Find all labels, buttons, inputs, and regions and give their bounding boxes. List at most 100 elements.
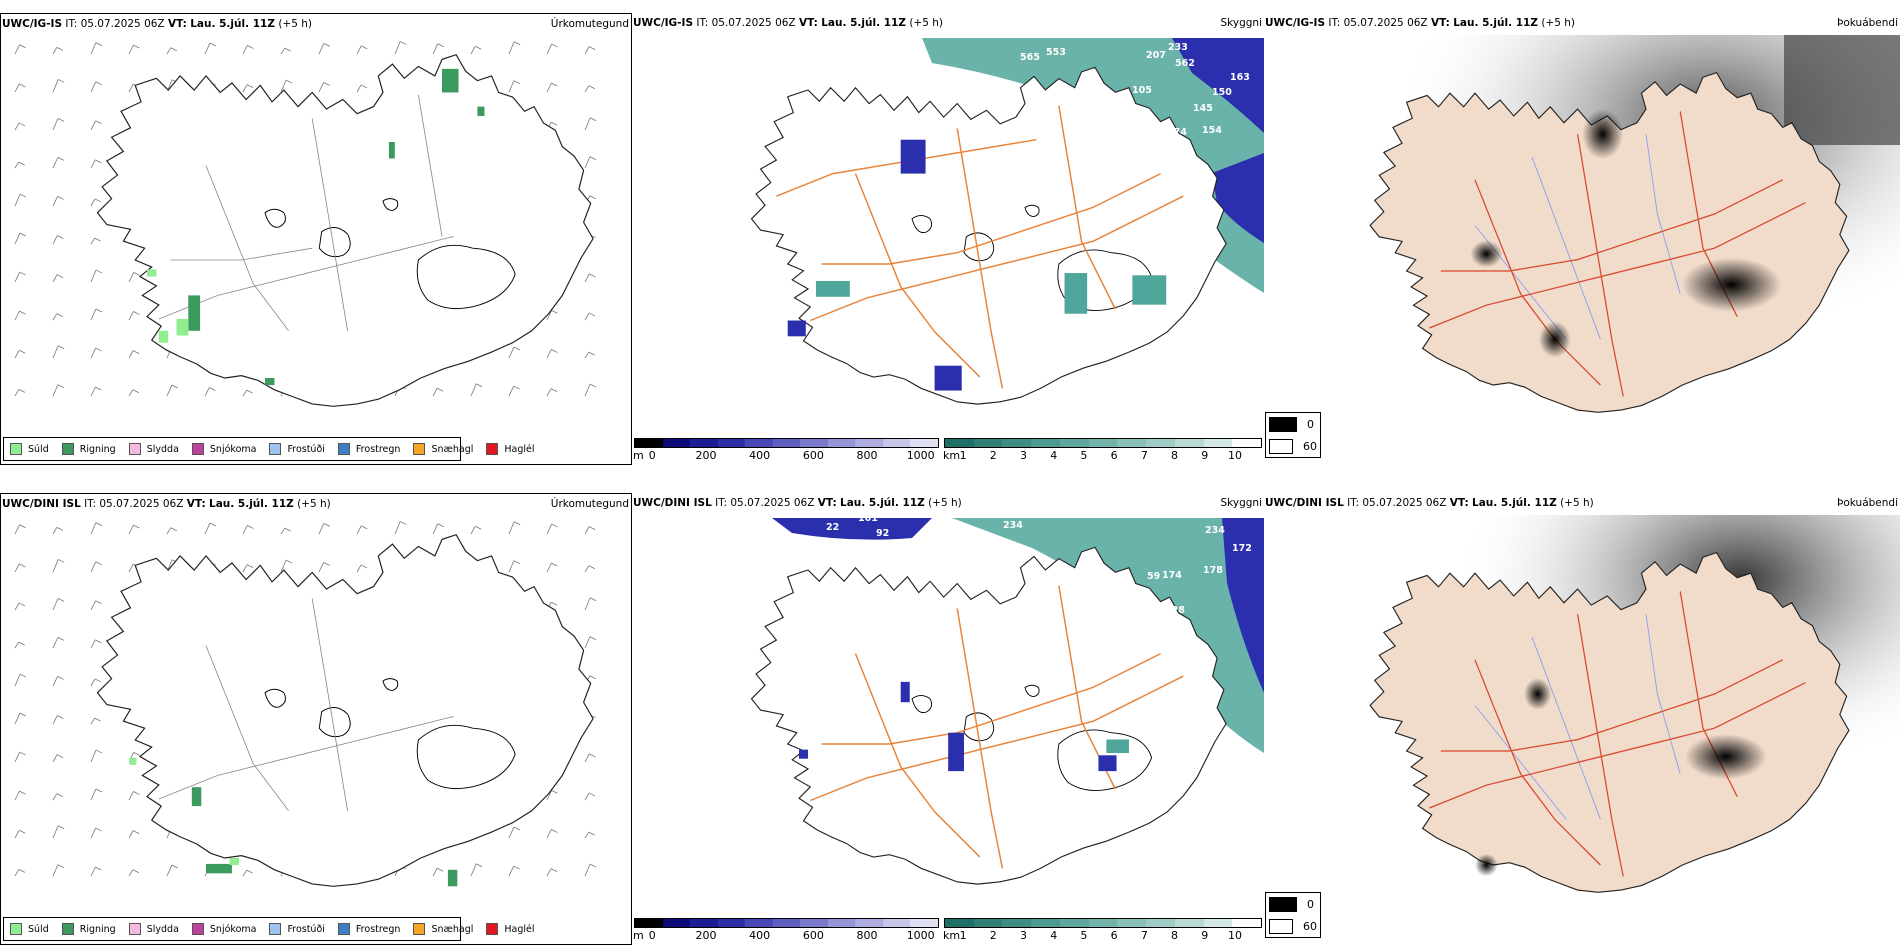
wind-barb	[52, 345, 59, 359]
wind-barb-tick	[18, 122, 26, 127]
colorbar-segment	[855, 439, 883, 447]
wind-barb	[242, 389, 248, 397]
visibility-colorbar: 1 2 3 4 5 6 7 8 9 10 km	[943, 438, 1262, 462]
wind-barb-tick	[589, 195, 596, 200]
cloud-base-value: 101	[858, 513, 878, 524]
panel-header: UWC/DINI ISL IT: 05.07.2025 06Z VT: Lau.…	[1265, 497, 1594, 509]
cloud-base-value: 75	[1081, 772, 1095, 783]
legend-swatch	[413, 443, 426, 455]
wind-barb-tick	[132, 350, 140, 354]
wind-barb-tick	[588, 85, 596, 90]
wind-barb	[166, 47, 172, 55]
wind-barb-tick	[588, 792, 596, 797]
wind-barb-tick	[95, 522, 103, 527]
wind-barb-tick	[209, 42, 217, 47]
wind-barb-tick	[323, 43, 330, 47]
cloud-base-value: 562	[1175, 58, 1195, 69]
fog-map	[1264, 515, 1900, 945]
wind-barb	[356, 525, 362, 535]
legend-swatch	[10, 923, 22, 935]
colorbar-tick-label: 8	[1171, 449, 1179, 462]
wind-barb-tick	[588, 526, 596, 530]
wind-barb	[584, 526, 590, 535]
wind-barb	[128, 524, 134, 535]
wind-barb-tick	[323, 82, 330, 86]
wind-barb	[280, 559, 287, 573]
wind-barb	[318, 43, 325, 55]
legend-item: Snæhagl	[413, 443, 473, 455]
wind-barb	[432, 43, 439, 55]
low-ceiling-cells	[787, 139, 1167, 391]
fog-legend-label: 60	[1303, 919, 1317, 933]
wind-barb	[90, 120, 96, 131]
wind-barb-tick	[284, 47, 291, 52]
wind-barb	[508, 865, 515, 877]
wind-barb	[128, 869, 134, 877]
panel-header: UWC/IG-IS IT: 05.07.2025 06Z VT: Lau. 5.…	[2, 18, 312, 30]
wind-barb	[508, 346, 515, 359]
wind-barb-tick	[513, 865, 520, 870]
wind-barb-tick	[95, 42, 103, 47]
colorbar-tick-label: 2	[989, 929, 997, 942]
cloud-base-value: 61	[826, 778, 840, 789]
colorbar-tick-label: 2	[989, 449, 997, 462]
legend-label: Snjókoma	[209, 443, 257, 455]
wind-barb	[584, 273, 590, 283]
colorbar-segment	[1002, 919, 1032, 927]
wind-barb	[584, 156, 591, 169]
colorbar-segment	[882, 439, 911, 447]
wind-barb-tick	[588, 831, 595, 836]
wind-barb	[14, 869, 20, 877]
legend-swatch	[128, 443, 141, 455]
wind-barb-tick	[437, 43, 444, 48]
wind-barb-tick	[95, 827, 102, 832]
wind-barb	[90, 827, 97, 839]
wind-barb	[90, 308, 97, 321]
colorbar-segment	[717, 439, 746, 447]
wind-barb-tick	[57, 384, 65, 389]
wind-barb	[508, 385, 515, 397]
wind-barb-tick	[95, 600, 102, 605]
fog-patches	[1470, 109, 1782, 358]
legend-item: Haglél	[486, 443, 535, 455]
legend-item: Rigning	[61, 443, 116, 455]
wind-barb	[14, 389, 20, 397]
colorbar-segment	[1031, 919, 1060, 927]
wind-barb	[14, 161, 20, 169]
cloud-base-value: 172	[1232, 543, 1252, 554]
colorbar-segment	[772, 919, 801, 927]
colorbar-segment	[1002, 439, 1032, 447]
ceiling-unit: m	[633, 929, 644, 942]
colorbar-tick-label: 4	[1050, 929, 1058, 942]
cloud-base-value: 150	[1212, 87, 1232, 98]
wind-barb	[14, 563, 20, 573]
wind-barb-tick	[400, 41, 407, 45]
wind-barb-tick	[209, 522, 217, 527]
colorbar-tick-label: 6	[1110, 449, 1118, 462]
wind-barb-tick	[171, 384, 179, 389]
legend-swatch	[269, 923, 282, 935]
wind-barb	[508, 521, 515, 535]
wind-barb	[394, 521, 401, 535]
wind-barb	[432, 523, 439, 535]
wind-barb	[546, 523, 553, 535]
wind-barb-tick	[588, 46, 596, 50]
wind-barb	[14, 193, 21, 207]
wind-barb-tick	[551, 121, 558, 126]
wind-barb-tick	[133, 752, 140, 756]
wind-barb-tick	[95, 639, 102, 644]
colorbar-segment	[1088, 439, 1118, 447]
wind-barb-tick	[361, 45, 368, 50]
cloud-base-value: 174	[1167, 127, 1187, 138]
wind-barb	[14, 602, 20, 611]
wind-barb-tick	[57, 235, 64, 239]
wind-barb	[584, 636, 591, 649]
colorbar-tick-label: 1000	[906, 449, 935, 462]
precip-map	[14, 521, 597, 887]
wind-barb	[52, 715, 58, 725]
wind-barb-tick	[19, 232, 27, 237]
wind-barb	[128, 272, 134, 283]
legend-swatch	[337, 443, 350, 455]
wind-barb-tick	[19, 349, 26, 354]
colorbar-segment	[635, 919, 663, 927]
